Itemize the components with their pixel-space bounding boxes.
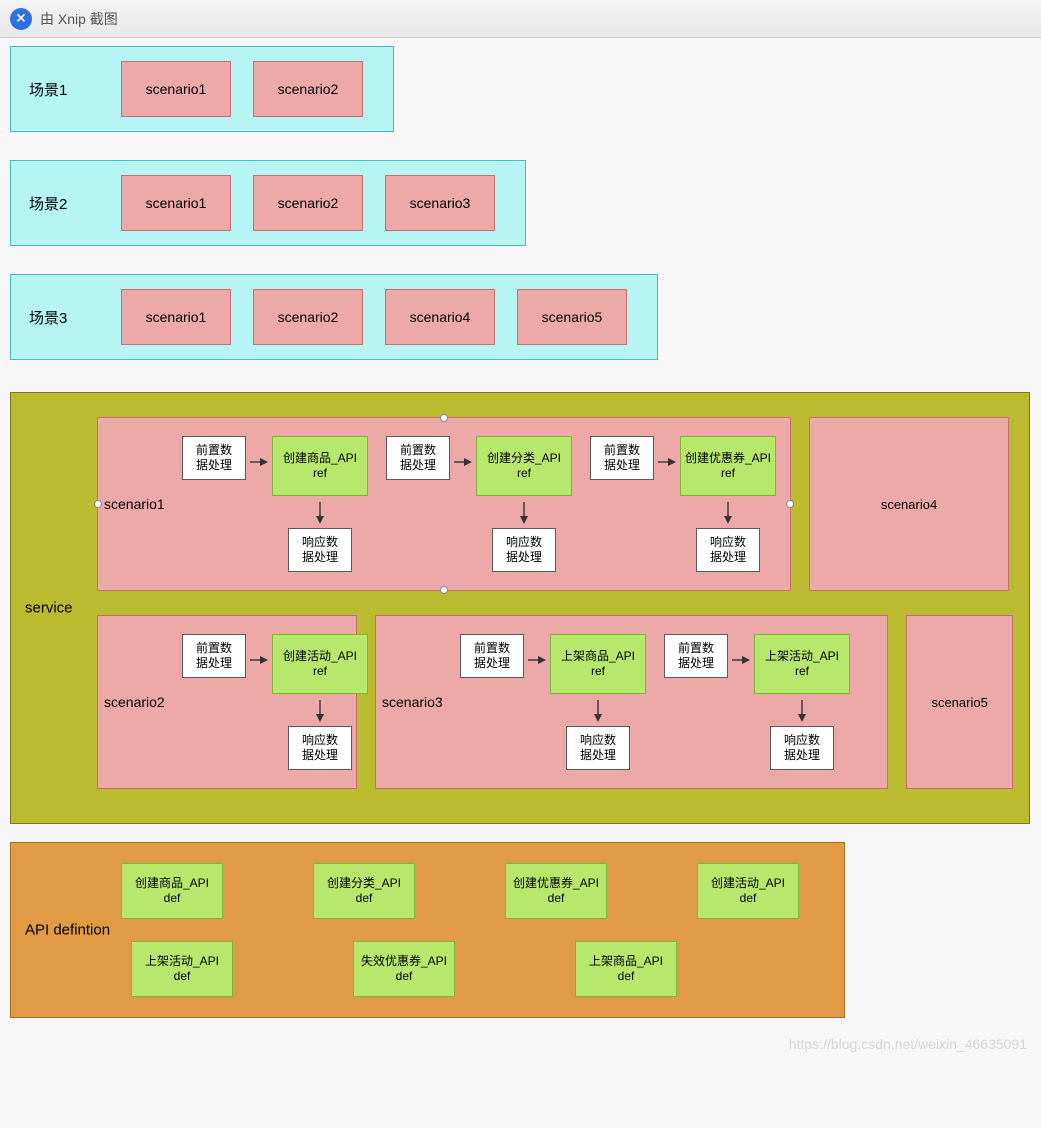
scenario-card-label: scenario1: [104, 496, 165, 512]
pre-process-box: 前置数据处理: [460, 634, 524, 678]
scenario-card-label: scenario5: [931, 695, 987, 710]
service-label: service: [25, 600, 73, 617]
arrow-down-icon: [518, 502, 530, 524]
scene-label: 场景3: [29, 307, 99, 328]
pre-process-box: 前置数据处理: [182, 634, 246, 678]
api-ref-box: 创建商品_APIref: [272, 436, 368, 496]
arrow-down-icon: [592, 700, 604, 722]
pre-process-box: 前置数据处理: [590, 436, 654, 480]
selection-handle: [94, 500, 102, 508]
scenario-card: scenario3前置数据处理上架商品_APIref响应数据处理前置数据处理上架…: [375, 615, 888, 789]
response-process-box: 响应数据处理: [288, 726, 352, 770]
scene-row: 场景2 scenario1 scenario2 scenario3: [10, 160, 526, 246]
response-process-box: 响应数据处理: [566, 726, 630, 770]
scenario-chip: scenario5: [517, 289, 627, 345]
step-group: 前置数据处理创建商品_APIref 响应数据处理: [182, 436, 368, 572]
scenario-chip: scenario3: [385, 175, 495, 231]
scenario-chip: scenario2: [253, 175, 363, 231]
scene-row: 场景1 scenario1 scenario2: [10, 46, 394, 132]
api-ref-box: 创建优惠券_APIref: [680, 436, 776, 496]
response-process-box: 响应数据处理: [696, 528, 760, 572]
step-group: 前置数据处理上架活动_APIref 响应数据处理: [664, 634, 850, 770]
titlebar: 由 Xnip 截图: [0, 0, 1041, 38]
api-def-box: 创建商品_APIdef: [121, 863, 223, 919]
pre-process-box: 前置数据处理: [386, 436, 450, 480]
step-group: 前置数据处理上架商品_APIref 响应数据处理: [460, 634, 646, 770]
scenario-chip: scenario1: [121, 61, 231, 117]
scenario-card: scenario4: [809, 417, 1009, 591]
xnip-icon: [10, 8, 32, 30]
scenario-card: scenario5: [906, 615, 1013, 789]
scenario-card: scenario2前置数据处理创建活动_APIref响应数据处理: [97, 615, 357, 789]
arrow-right-icon: [250, 456, 268, 468]
step-group: 前置数据处理创建分类_APIref 响应数据处理: [386, 436, 572, 572]
selection-handle: [440, 414, 448, 422]
scenario-card-label: scenario2: [104, 694, 165, 710]
arrow-right-icon: [454, 456, 472, 468]
arrow-down-icon: [796, 700, 808, 722]
api-def-box: 创建优惠券_APIdef: [505, 863, 607, 919]
pre-process-box: 前置数据处理: [664, 634, 728, 678]
pre-process-box: 前置数据处理: [182, 436, 246, 480]
api-definition-container: API defintion 创建商品_APIdef 创建分类_APIdef 创建优惠…: [10, 842, 845, 1018]
step-group: 前置数据处理创建优惠券_APIref 响应数据处理: [590, 436, 776, 572]
api-def-box: 失效优惠券_APIdef: [353, 941, 455, 997]
api-ref-box: 上架商品_APIref: [550, 634, 646, 694]
step-group: 前置数据处理创建活动_APIref 响应数据处理: [182, 634, 368, 770]
arrow-down-icon: [314, 700, 326, 722]
arrow-right-icon: [250, 654, 268, 666]
api-def-box: 上架商品_APIdef: [575, 941, 677, 997]
api-definition-label: API defintion: [25, 922, 110, 939]
service-container: service scenario1前置数据处理创建商品_APIref响应数据处理…: [10, 392, 1030, 824]
arrow-right-icon: [528, 654, 546, 666]
scenario-card-label: scenario3: [382, 694, 443, 710]
scene-label: 场景1: [29, 79, 99, 100]
titlebar-text: 由 Xnip 截图: [40, 9, 118, 29]
arrow-down-icon: [314, 502, 326, 524]
api-ref-box: 创建活动_APIref: [272, 634, 368, 694]
api-def-box: 创建分类_APIdef: [313, 863, 415, 919]
diagram-canvas: 场景1 scenario1 scenario2 场景2 scenario1 scenari…: [0, 38, 1041, 1058]
watermark: https://blog.csdn.net/weixin_46635091: [789, 1036, 1027, 1052]
scenario-chip: scenario1: [121, 289, 231, 345]
scene-label: 场景2: [29, 193, 99, 214]
api-ref-box: 创建分类_APIref: [476, 436, 572, 496]
scenario-card-label: scenario4: [881, 497, 937, 512]
response-process-box: 响应数据处理: [492, 528, 556, 572]
response-process-box: 响应数据处理: [770, 726, 834, 770]
arrow-right-icon: [658, 456, 676, 468]
api-ref-box: 上架活动_APIref: [754, 634, 850, 694]
scenario-chip: scenario2: [253, 61, 363, 117]
arrow-right-icon: [732, 654, 750, 666]
scenario-chip: scenario2: [253, 289, 363, 345]
scenario-chip: scenario1: [121, 175, 231, 231]
scene-row: 场景3 scenario1 scenario2 scenario4 scenario5: [10, 274, 658, 360]
arrow-down-icon: [722, 502, 734, 524]
selection-handle: [786, 500, 794, 508]
selection-handle: [440, 586, 448, 594]
api-def-box: 上架活动_APIdef: [131, 941, 233, 997]
api-def-box: 创建活动_APIdef: [697, 863, 799, 919]
scenario-card: scenario1前置数据处理创建商品_APIref响应数据处理前置数据处理创建…: [97, 417, 791, 591]
response-process-box: 响应数据处理: [288, 528, 352, 572]
scenario-chip: scenario4: [385, 289, 495, 345]
